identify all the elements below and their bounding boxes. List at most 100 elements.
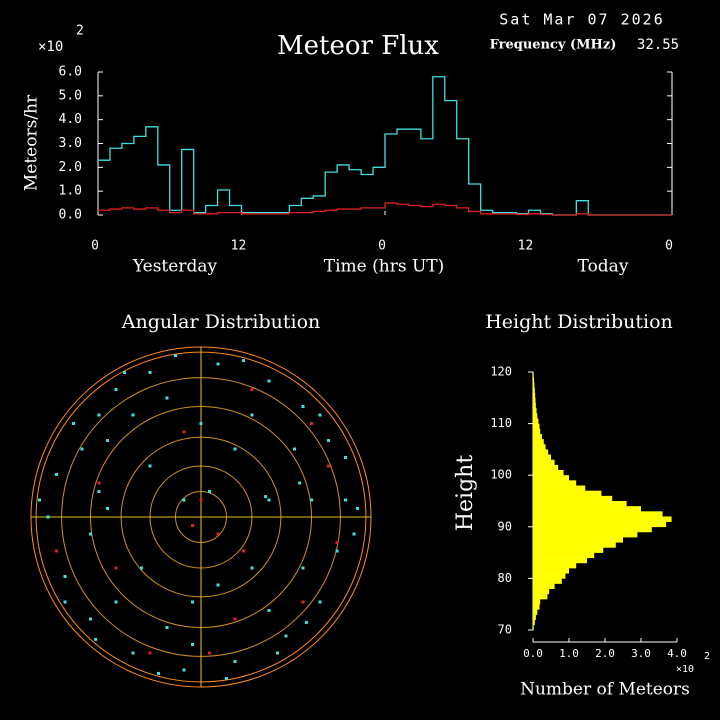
meteor-point [301,566,305,570]
bar [533,511,663,517]
y-tick-label: 80 [498,571,512,585]
x-tick-label: 12 [231,239,247,254]
bar [533,599,541,605]
meteor-point [335,549,339,553]
y-axis-title: Height [453,455,478,531]
meteor-point [301,600,305,604]
bar [533,506,641,512]
meteor-point [165,396,169,400]
bar [533,531,638,538]
meteor-point [94,637,98,641]
meteor-point [182,498,186,502]
meteor-point [310,422,313,425]
bar [533,614,536,620]
meteor-point [182,668,186,672]
x-tick-label: 2.0 [595,647,615,660]
meteor-point [199,498,203,502]
bar [533,372,534,378]
bar [533,624,534,631]
meteor-point [97,490,101,493]
day-label: Today [578,257,629,277]
y-tick-label: 5.0 [59,88,82,103]
bar [533,593,548,600]
bar [533,397,536,404]
meteor-point [327,439,330,442]
meteor-point [63,600,67,604]
frequency-label: Frequency (MHz) [490,38,617,53]
meteor-point [46,515,50,519]
bar [533,573,566,579]
x-tick-label: 1.0 [559,647,579,660]
bar [533,464,559,471]
meteor-point [310,498,313,502]
multiplier: ×10 [38,39,63,55]
meteor-point [63,575,67,578]
meteor-point [233,447,237,451]
bar [533,485,586,491]
meteor-point [114,388,118,391]
date: Sat Mar 07 2026 [499,11,664,29]
meteor-point [165,626,169,629]
meteor-point [352,532,356,536]
meteor-point [355,507,359,510]
bar [533,588,550,595]
y-tick-label: 120 [490,365,512,379]
meteor-point [284,634,288,638]
meteor-point [304,620,308,624]
meteor-point [344,456,347,459]
meteor-point [267,609,271,612]
y-tick-label: 1.0 [59,184,82,199]
bar [533,449,549,455]
x-axis-title: Number of Meteors [520,680,690,700]
x-tick-label: 12 [518,239,534,254]
meteor-point [301,405,305,408]
meteor-point [216,532,220,536]
meteor-point [106,507,109,510]
x-tick-label: 3.0 [631,647,651,660]
y-tick-label: 70 [498,623,512,637]
meteor-point [182,430,186,434]
meteor-point [216,362,220,366]
frequency: 32.55 [637,37,679,53]
bar [533,423,540,430]
bar [533,382,535,388]
bar [533,392,536,399]
multiplier: ×10 [676,664,694,675]
bar [533,537,623,543]
meteor-point [191,600,194,604]
meteor-point [250,566,254,570]
x-tick-label: 0.0 [523,647,543,660]
bar [533,604,540,610]
meteor-point [55,473,58,476]
meteor-point [140,566,143,570]
meteor-point [242,549,245,553]
bar [533,501,627,507]
meteor-point [89,617,92,621]
meteor-point [148,464,152,468]
flux-line [98,202,672,216]
meteor-point [174,354,177,357]
bar [533,542,616,548]
y-tick-label: 0.0 [59,208,82,223]
meteor-point [250,388,254,391]
meteor-point [97,413,101,417]
chart-title: Meteor Flux [277,31,439,61]
meteor-point [233,660,237,663]
x-tick-label: 0 [378,239,386,254]
meteor-point [276,651,279,655]
bar [533,418,539,424]
meteor-point [318,413,322,417]
bar [533,413,538,419]
meteor-point [72,422,75,425]
bar [533,547,604,553]
bar [533,526,652,533]
bar [533,609,538,615]
bar [533,490,602,497]
bar [533,568,569,574]
bar [533,552,595,559]
bar [533,433,542,440]
meteor-point [344,498,347,502]
y-tick-label: 100 [490,468,512,482]
meteor-point [225,677,228,680]
